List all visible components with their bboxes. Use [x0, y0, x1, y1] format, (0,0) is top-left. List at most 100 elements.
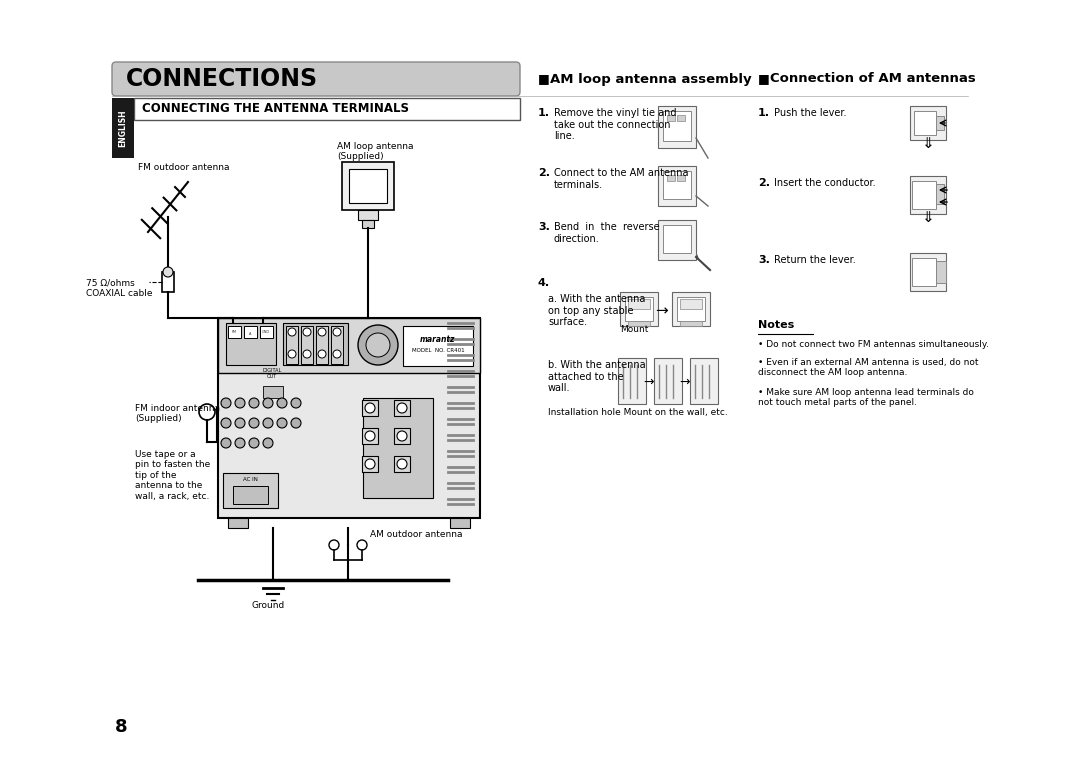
Text: Push the lever.: Push the lever. [774, 108, 847, 118]
Text: 8: 8 [114, 718, 127, 736]
Bar [362, 400, 378, 416]
Circle shape [235, 418, 245, 428]
Text: ■: ■ [758, 72, 770, 85]
Circle shape [249, 438, 259, 448]
Circle shape [397, 431, 407, 441]
Text: MODEL  NO. CR401: MODEL NO. CR401 [411, 349, 464, 353]
Circle shape [264, 438, 273, 448]
Circle shape [288, 350, 296, 358]
Bar [936, 261, 946, 283]
Text: →: → [644, 375, 654, 388]
Circle shape [276, 398, 287, 408]
Bar [162, 272, 174, 292]
Circle shape [235, 438, 245, 448]
Text: 3.: 3. [758, 255, 770, 265]
Bar [394, 400, 410, 416]
Text: A: A [248, 327, 252, 336]
Bar [620, 292, 658, 326]
Text: marantz: marantz [420, 334, 456, 343]
Bar [690, 358, 718, 404]
Text: a. With the antenna
on top any stable
surface.: a. With the antenna on top any stable su… [548, 294, 646, 327]
Text: ⇓: ⇓ [921, 136, 934, 151]
Text: CONNECTING THE ANTENNA TERMINALS: CONNECTING THE ANTENNA TERMINALS [141, 102, 409, 115]
Bar [627, 321, 650, 326]
Bar [677, 115, 685, 121]
Text: Notes: Notes [758, 320, 794, 330]
Bar [936, 184, 944, 204]
Circle shape [221, 438, 231, 448]
Text: AM outdoor antenna: AM outdoor antenna [370, 530, 462, 539]
Bar [357, 210, 378, 220]
Bar [914, 111, 936, 135]
Text: ■: ■ [538, 72, 550, 85]
Bar [677, 297, 705, 321]
Bar [330, 326, 343, 364]
Circle shape [235, 398, 245, 408]
Bar [627, 299, 650, 309]
Bar [286, 326, 298, 364]
Circle shape [397, 403, 407, 413]
Circle shape [221, 398, 231, 408]
Bar [283, 323, 348, 365]
Bar [403, 326, 473, 366]
Bar [680, 321, 702, 326]
Bar [362, 220, 374, 228]
Circle shape [249, 418, 259, 428]
Circle shape [365, 403, 375, 413]
Bar [226, 323, 276, 365]
Bar [342, 162, 394, 210]
Circle shape [264, 418, 273, 428]
Bar [228, 518, 248, 528]
Text: AM loop antenna assembly: AM loop antenna assembly [550, 72, 752, 85]
Bar [362, 456, 378, 472]
Text: 75 Ω/ohms
COAXIAL cable: 75 Ω/ohms COAXIAL cable [86, 279, 152, 298]
Bar [677, 175, 685, 181]
Text: Installation hole Mount on the wall, etc.: Installation hole Mount on the wall, etc… [548, 408, 728, 417]
Circle shape [357, 540, 367, 550]
Bar [658, 106, 696, 148]
Text: Mount: Mount [620, 325, 648, 334]
Bar [260, 326, 273, 338]
Bar [264, 386, 283, 398]
Circle shape [288, 328, 296, 336]
Text: 4.: 4. [538, 278, 550, 288]
Text: Remove the vinyl tie and
take out the connection
line.: Remove the vinyl tie and take out the co… [554, 108, 676, 141]
Text: DIGITAL
OUT: DIGITAL OUT [262, 369, 282, 379]
Bar [222, 473, 278, 508]
Text: ⇓: ⇓ [921, 210, 934, 225]
Bar [936, 116, 944, 130]
Bar [910, 176, 946, 214]
Text: Use tape or a
pin to fasten the
tip of the
antenna to the
wall, a rack, etc.: Use tape or a pin to fasten the tip of t… [135, 450, 211, 501]
Text: ENGLISH: ENGLISH [119, 109, 127, 146]
Bar [667, 115, 675, 121]
Bar [680, 299, 702, 309]
Bar [910, 253, 946, 291]
Text: Insert the conductor.: Insert the conductor. [774, 178, 876, 188]
Text: • Make sure AM loop antenna lead terminals do
not touch metal parts of the panel: • Make sure AM loop antenna lead termina… [758, 388, 974, 407]
Text: Connection of AM antennas: Connection of AM antennas [770, 72, 975, 85]
Circle shape [365, 459, 375, 469]
Text: →: → [679, 375, 690, 388]
Bar [316, 326, 328, 364]
Text: FM: FM [231, 330, 237, 334]
Text: 1.: 1. [538, 108, 550, 118]
Bar [218, 318, 480, 373]
Text: • Do not connect two FM antennas simultaneously.: • Do not connect two FM antennas simulta… [758, 340, 989, 349]
Text: AC IN: AC IN [243, 477, 257, 482]
Circle shape [333, 350, 341, 358]
Circle shape [163, 267, 173, 277]
Circle shape [249, 398, 259, 408]
Circle shape [318, 328, 326, 336]
Text: • Even if an external AM antenna is used, do not
disconnect the AM loop antenna.: • Even if an external AM antenna is used… [758, 358, 978, 378]
Circle shape [199, 404, 215, 420]
Text: FM indoor antenna
(Supplied): FM indoor antenna (Supplied) [135, 404, 220, 423]
Text: Connect to the AM antenna
terminals.: Connect to the AM antenna terminals. [554, 168, 689, 189]
Bar [625, 297, 653, 321]
Circle shape [276, 418, 287, 428]
Circle shape [366, 333, 390, 357]
FancyBboxPatch shape [112, 62, 519, 96]
Bar [362, 428, 378, 444]
Bar [394, 428, 410, 444]
Circle shape [291, 398, 301, 408]
Text: FM outdoor antenna: FM outdoor antenna [138, 163, 229, 172]
